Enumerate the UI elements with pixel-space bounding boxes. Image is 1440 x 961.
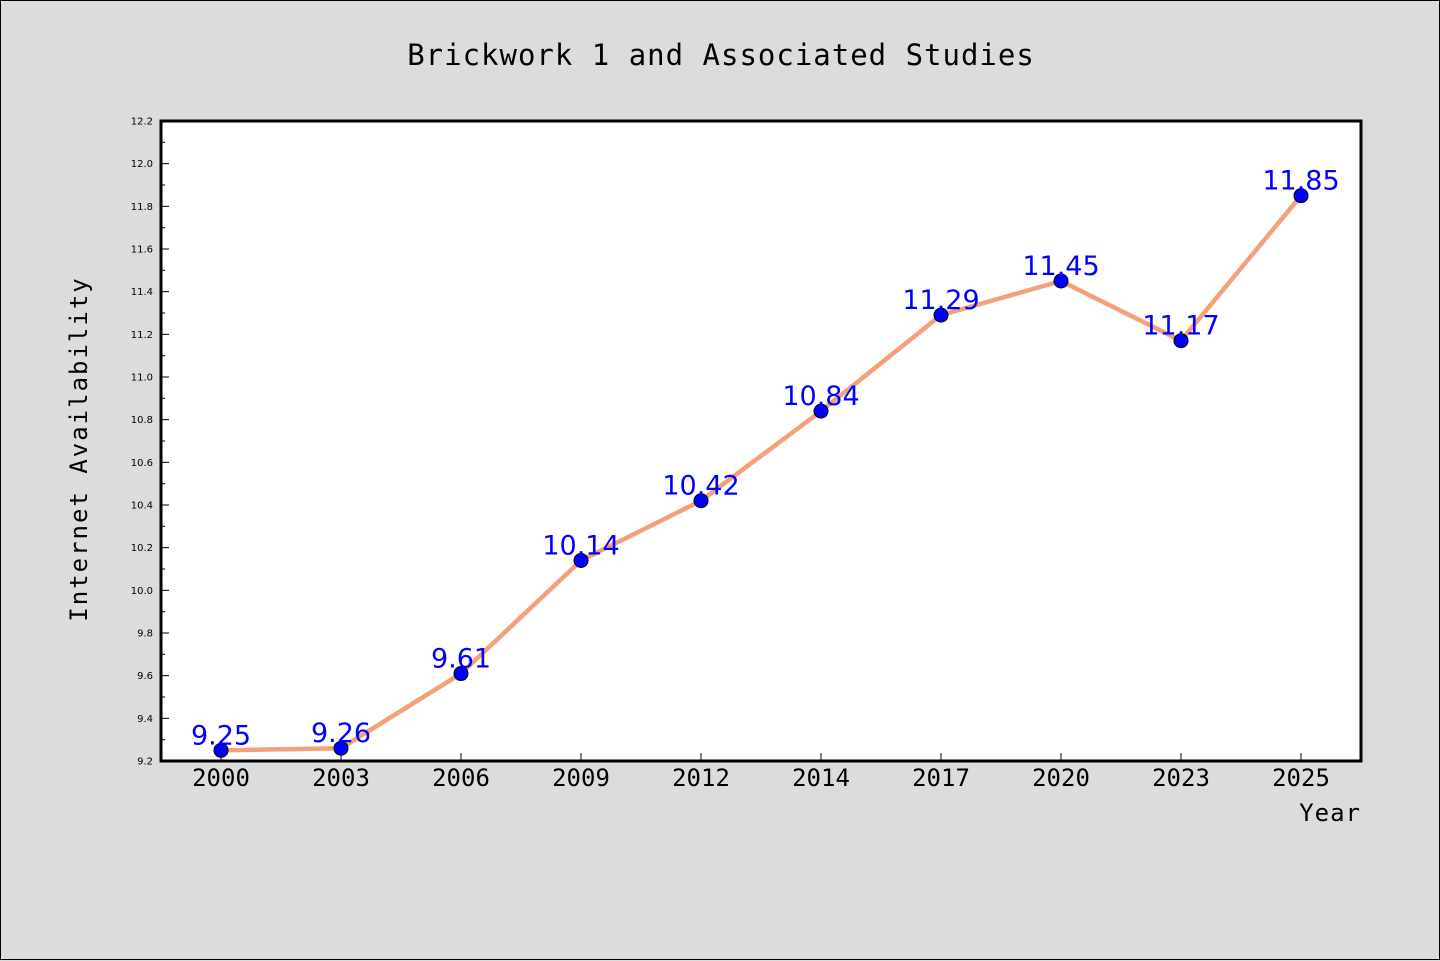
chart-title: Brickwork 1 and Associated Studies <box>407 38 1035 72</box>
data-point <box>1173 333 1189 349</box>
y-tick-label: 12.2 <box>131 117 153 128</box>
x-tick-label: 2000 <box>192 764 250 792</box>
data-label: 10.14 <box>542 530 619 561</box>
data-label: 11.29 <box>902 285 979 316</box>
x-tick-label: 2017 <box>912 764 970 792</box>
y-tick-label: 10.8 <box>131 415 153 426</box>
plot-frame <box>159 119 1363 763</box>
y-tick-label: 10.6 <box>131 458 153 469</box>
data-point <box>573 552 589 568</box>
data-label: 11.17 <box>1142 311 1219 342</box>
data-label: 10.84 <box>782 381 859 412</box>
data-label: 9.25 <box>191 720 251 751</box>
y-tick-label: 9.2 <box>137 757 153 768</box>
plot-area <box>161 121 1361 761</box>
data-label: 10.42 <box>662 471 739 502</box>
x-tick-label: 2006 <box>432 764 490 792</box>
axis-ticks: 9.2 9.4 9.6 9.8 10.0 10.2 10.4 10.6 10.8 11.0 11.2… <box>131 117 1330 793</box>
data-point <box>1053 273 1069 289</box>
x-tick-label: 2009 <box>552 764 610 792</box>
x-tick-label: 2014 <box>792 764 850 792</box>
y-tick-label: 9.8 <box>137 629 153 640</box>
x-axis-label: Year <box>1299 799 1361 827</box>
y-tick-label: 10.0 <box>131 586 153 597</box>
y-tick-label: 11.8 <box>131 202 153 213</box>
data-label: 9.61 <box>431 644 491 675</box>
data-point <box>693 493 709 509</box>
data-label: 9.26 <box>311 718 371 749</box>
y-tick-label: 9.6 <box>137 671 153 682</box>
series-layer: 9.25 9.26 9.61 10.14 10.42 10.84 11.29 11.45 11.… <box>191 166 1340 758</box>
y-axis-label: Internet Availability <box>65 276 93 621</box>
y-tick-label: 10.2 <box>131 543 153 554</box>
y-tick-label: 9.4 <box>137 714 153 725</box>
data-point <box>813 403 829 419</box>
data-point <box>333 740 349 756</box>
data-label: 11.85 <box>1262 166 1339 197</box>
y-tick-label: 11.6 <box>131 245 153 256</box>
y-tick-label: 10.4 <box>131 501 153 512</box>
data-point <box>933 307 949 323</box>
y-tick-label: 11.0 <box>131 373 153 384</box>
series-line <box>218 193 1304 753</box>
x-tick-label: 2025 <box>1272 764 1330 792</box>
y-tick-label: 11.4 <box>131 287 153 298</box>
data-label: 11.45 <box>1022 251 1099 282</box>
y-tick-label: 11.2 <box>131 330 153 341</box>
y-tick-label: 12.0 <box>131 159 153 170</box>
data-point <box>213 742 229 758</box>
x-tick-label: 2020 <box>1032 764 1090 792</box>
data-point <box>453 666 469 682</box>
data-point <box>1293 188 1309 204</box>
x-tick-label: 2023 <box>1152 764 1210 792</box>
x-tick-label: 2012 <box>672 764 730 792</box>
x-tick-label: 2003 <box>312 764 370 792</box>
